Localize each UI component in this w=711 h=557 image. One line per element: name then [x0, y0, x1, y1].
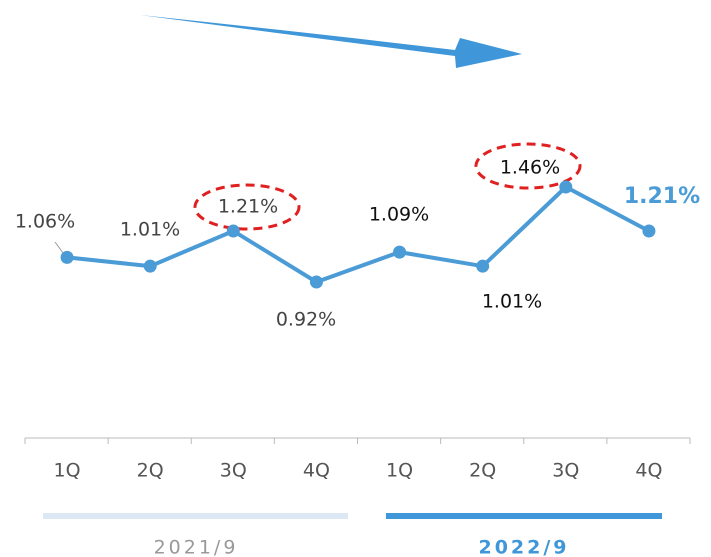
data-label: 1.01%	[120, 219, 180, 241]
x-tick-label: 2Q	[137, 460, 164, 482]
data-label: 1.06%	[15, 211, 75, 233]
point	[143, 259, 157, 273]
x-tick-label: 2Q	[469, 460, 496, 482]
x-tick-label: 4Q	[303, 460, 330, 482]
x-tick-label: 3Q	[220, 460, 247, 482]
data-label: 1.09%	[369, 204, 429, 226]
data-label: 1.21%	[624, 184, 700, 209]
group-label: 2022/9	[478, 537, 569, 557]
x-tick-label: 4Q	[635, 460, 662, 482]
group-label: 2021/9	[154, 537, 239, 557]
x-tick-label: 1Q	[54, 460, 81, 482]
highlight-ellipse	[474, 142, 582, 190]
data-label: 0.92%	[276, 309, 336, 331]
data-label: 1.01%	[482, 291, 542, 313]
data-label: 1.21%	[218, 196, 278, 218]
leader-line	[54, 241, 65, 255]
highlight-ellipse	[193, 183, 301, 231]
line	[66, 184, 650, 285]
point	[393, 245, 407, 259]
point	[60, 250, 74, 264]
point	[559, 180, 573, 194]
point	[226, 224, 240, 238]
data-label: 1.46%	[500, 157, 560, 179]
point	[309, 275, 323, 289]
point	[642, 224, 656, 238]
trend-arrow	[140, 15, 522, 68]
x-tick-label: 3Q	[552, 460, 579, 482]
x-tick-label: 1Q	[386, 460, 413, 482]
point	[476, 259, 490, 273]
